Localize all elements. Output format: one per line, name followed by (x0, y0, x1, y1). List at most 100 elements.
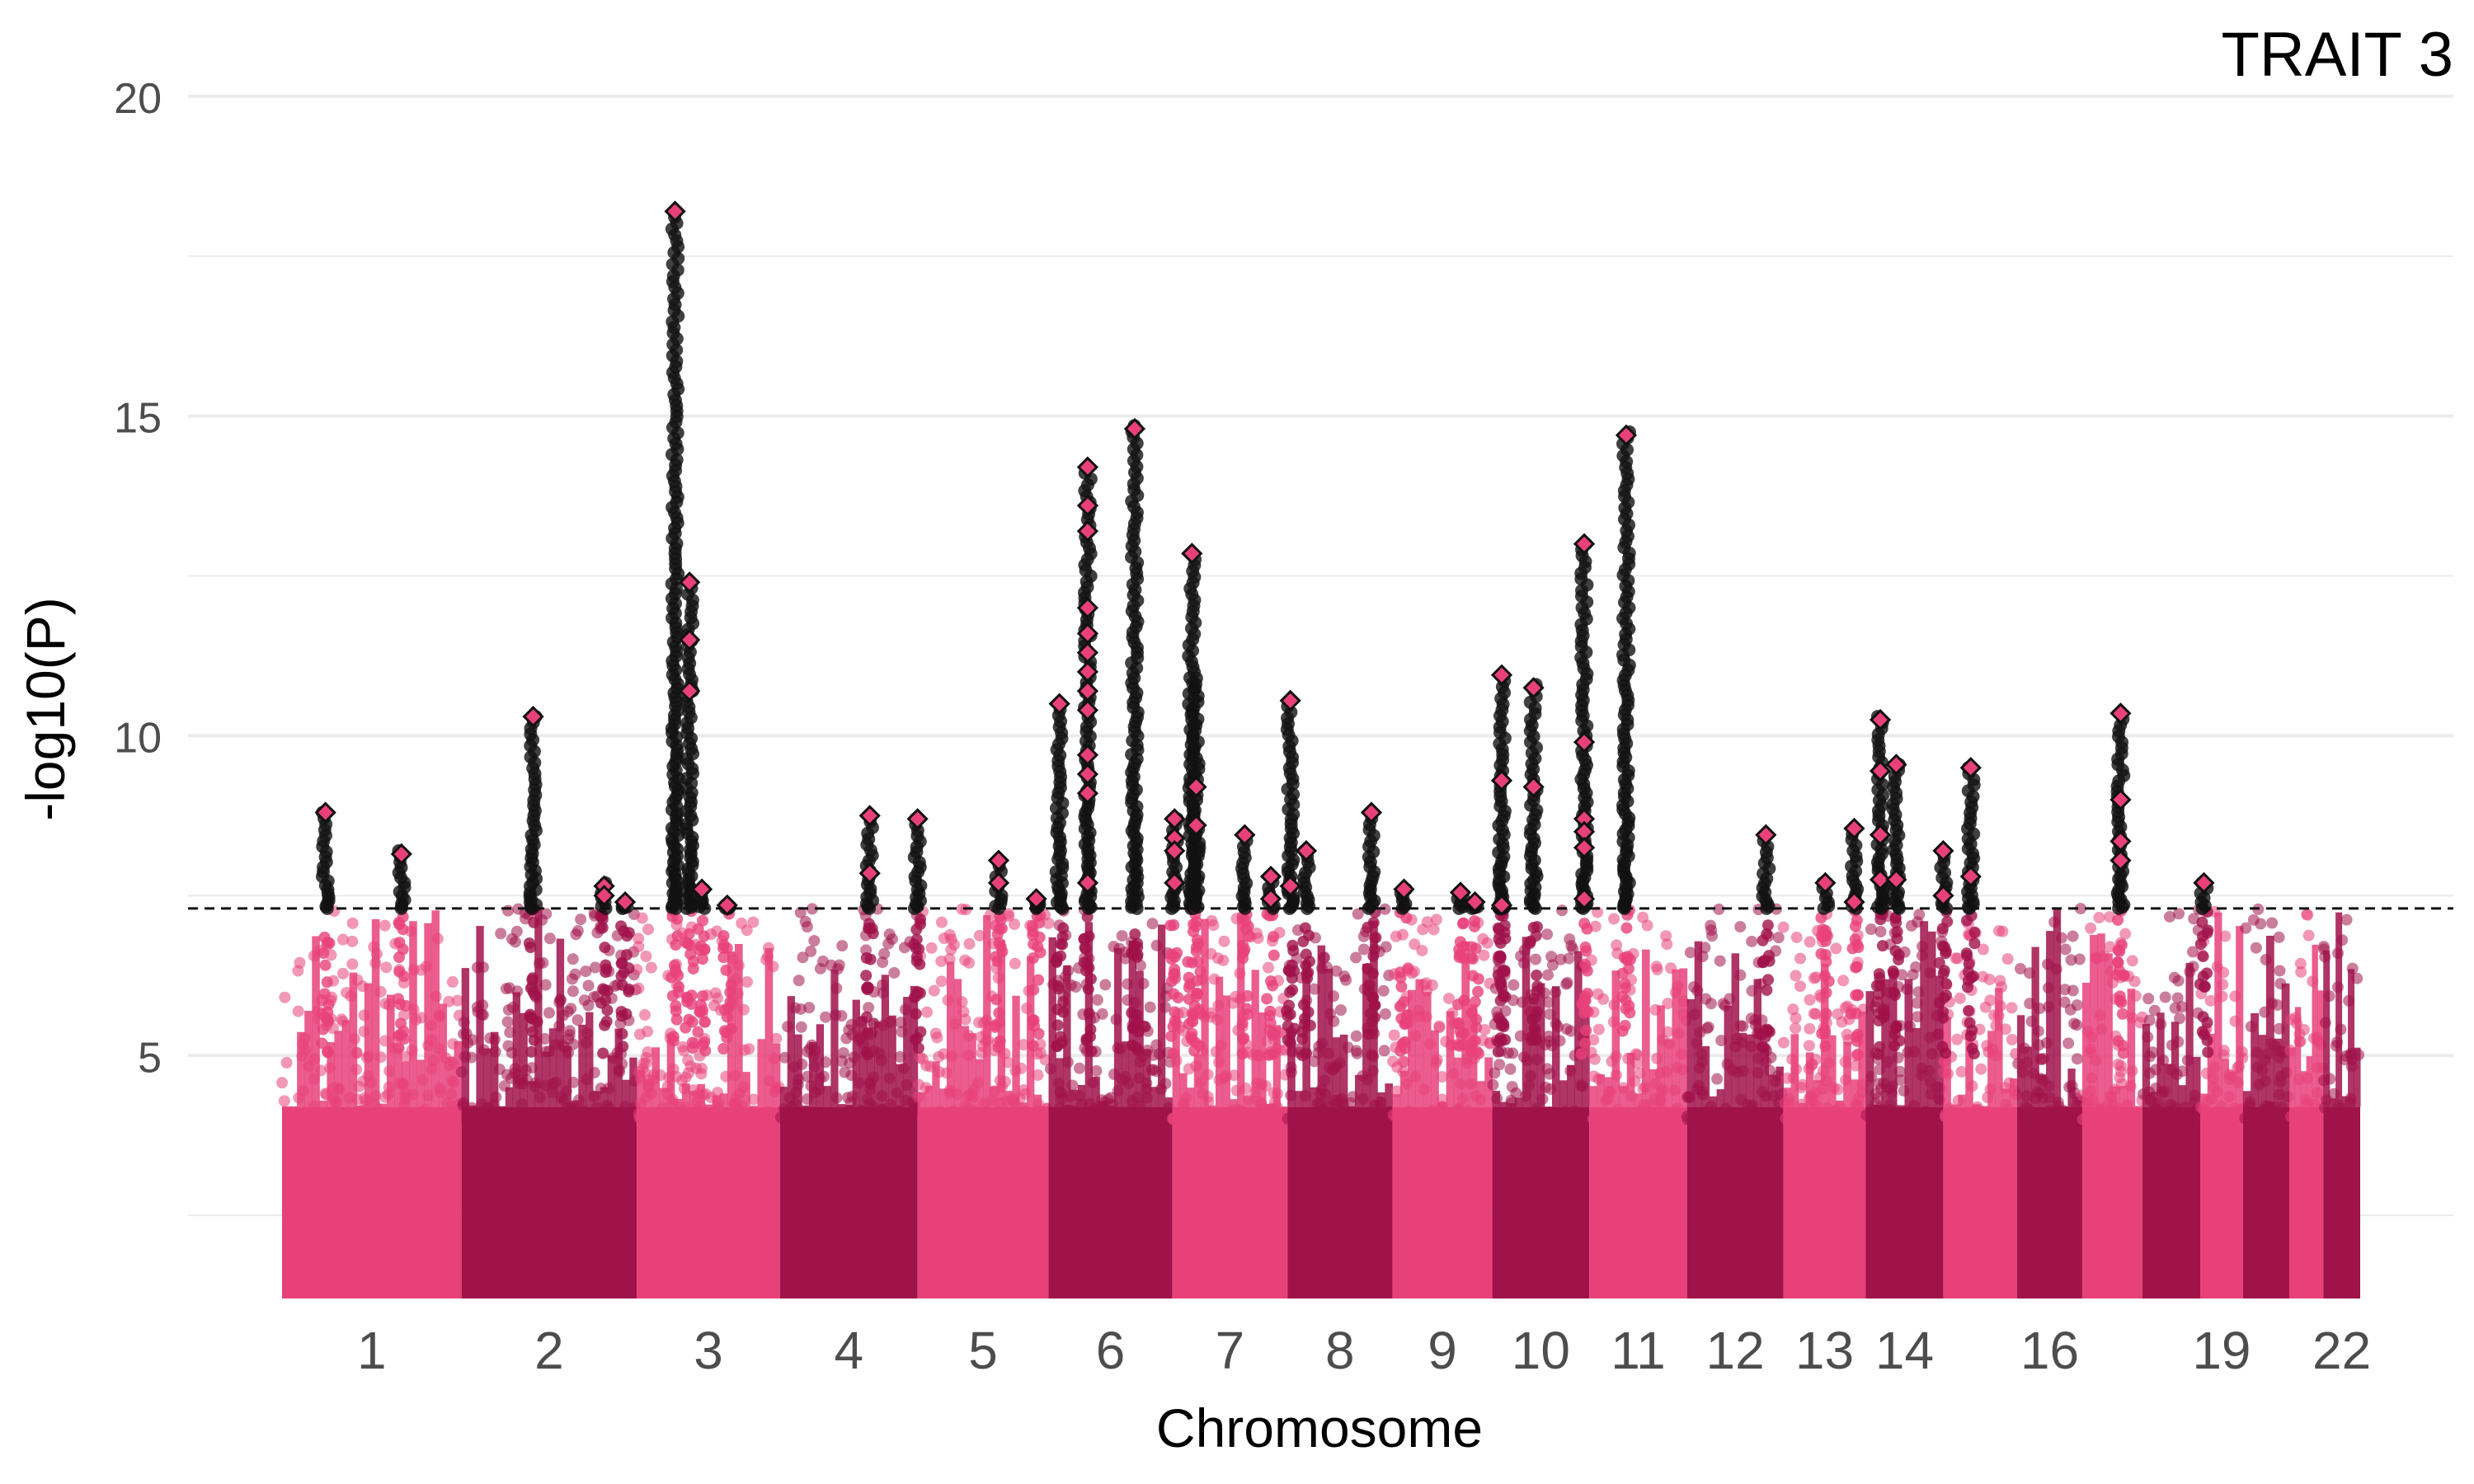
snp-column (924, 1085, 933, 1107)
snp-point (1529, 1025, 1541, 1037)
snp-column (1619, 1086, 1628, 1107)
snp-point (2330, 1040, 2342, 1052)
snp-point (694, 944, 706, 956)
snp-point (383, 1065, 396, 1078)
snp-point (836, 940, 849, 952)
snp-column (2335, 912, 2343, 1107)
snp-point (601, 1113, 614, 1125)
snp-point (1714, 955, 1726, 967)
snp-point (1606, 1055, 1618, 1068)
snp-column (1746, 1034, 1755, 1107)
snp-point (1193, 1040, 1206, 1052)
snp-point (393, 951, 406, 964)
snp-point (369, 1089, 382, 1101)
snp-point (2302, 1072, 2314, 1084)
snp-point (1999, 1082, 2011, 1094)
snp-point (1631, 1113, 1644, 1125)
snp-point (1470, 1090, 1482, 1102)
snp-point (1700, 1022, 1713, 1035)
snp-point (1286, 959, 1298, 971)
snp-point (671, 930, 684, 942)
snp-point (853, 1077, 865, 1089)
snp-point (1550, 1017, 1562, 1030)
snp-point (569, 968, 581, 980)
snp-point (415, 964, 427, 976)
snp-point (2027, 1067, 2039, 1079)
x-tick-label: 10 (1512, 1321, 1570, 1380)
snp-point (696, 953, 708, 965)
snp-point (1799, 1111, 1812, 1123)
snp-point (1790, 1022, 1802, 1035)
snp-point (635, 1113, 647, 1125)
snp-point (1453, 1102, 1465, 1115)
snp-point (501, 1068, 513, 1081)
snp-point (320, 1012, 332, 1024)
snp-point (513, 1078, 525, 1090)
snp-point (2308, 1098, 2321, 1111)
dense-snp-band (2323, 1106, 2360, 1298)
snp-point (1286, 939, 1299, 951)
snp-point (1493, 951, 1505, 963)
snp-point (1761, 919, 1774, 932)
snp-point (318, 988, 331, 1000)
snp-column (483, 1048, 492, 1107)
lead-snp-diamond (1048, 693, 1070, 715)
snp-column (1642, 949, 1650, 1107)
chromosome-18-points (2137, 904, 2205, 1298)
snp-column (1904, 979, 1913, 1107)
snp-point (1936, 940, 1949, 952)
snp-point (1388, 1029, 1400, 1041)
snp-point (1531, 1006, 1543, 1018)
snp-point (1465, 1078, 1477, 1090)
snp-point (1877, 1004, 1889, 1017)
snp-column (2171, 1021, 2180, 1107)
snp-point (863, 1002, 875, 1014)
snp-point (2024, 998, 2036, 1010)
snp-point (717, 951, 730, 964)
snp-point (1809, 1054, 1822, 1066)
snp-point (543, 1007, 555, 1019)
snp-point (572, 1094, 585, 1106)
snp-point (422, 1089, 435, 1101)
snp-point (724, 996, 736, 1008)
snp-point (1696, 951, 1709, 963)
peak-chr12 (1756, 828, 1776, 1054)
snp-column (1805, 1052, 1814, 1107)
snp-point (666, 1093, 679, 1106)
snp-point (1159, 1078, 1172, 1090)
snp-column (1514, 1097, 1523, 1107)
snp-point (1333, 1057, 1346, 1069)
snp-point (399, 1087, 412, 1099)
snp-point (555, 993, 567, 1006)
snp-point (1131, 1091, 1144, 1103)
snp-point (1185, 1031, 1197, 1044)
snp-point (1457, 940, 1470, 952)
snp-column (1251, 970, 1259, 1107)
snp-point (1888, 967, 1900, 979)
snp-point (1466, 953, 1479, 965)
snp-point (1910, 960, 1922, 973)
chromosome-1-points (276, 905, 468, 1298)
snp-point (1491, 1092, 1503, 1105)
snp-point (1940, 1047, 1952, 1059)
snp-point (1368, 943, 1380, 956)
snp-point (924, 1060, 937, 1073)
snp-point (1621, 951, 1634, 963)
snp-point (397, 970, 410, 983)
snp-column (1461, 941, 1470, 1107)
snp-point (1819, 1040, 1832, 1052)
snp-point (1296, 1113, 1308, 1125)
lead-snp-diamond (1279, 689, 1301, 711)
snp-point (680, 1101, 693, 1114)
snp-point (988, 1085, 1000, 1097)
snp-column (542, 1051, 550, 1107)
snp-point (477, 1009, 489, 1021)
snp-point (353, 1080, 365, 1092)
snp-point (2311, 1087, 2323, 1099)
snp-point (1851, 1035, 1864, 1047)
snp-point (1888, 986, 1900, 998)
snp-point (1790, 931, 1803, 943)
snp-column (1995, 988, 2003, 1107)
snp-point (1745, 1101, 1757, 1114)
snp-point (393, 1042, 405, 1054)
